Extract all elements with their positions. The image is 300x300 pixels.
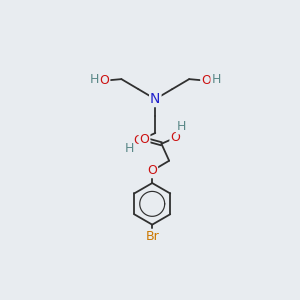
Text: H: H — [212, 73, 221, 85]
Text: N: N — [150, 92, 160, 106]
Text: O: O — [147, 164, 157, 177]
Text: H: H — [177, 120, 186, 134]
Text: O: O — [170, 131, 180, 144]
Text: O: O — [134, 134, 143, 147]
Text: H: H — [124, 142, 134, 155]
Text: O: O — [201, 74, 211, 87]
Text: H: H — [90, 73, 99, 85]
Text: Br: Br — [145, 230, 159, 243]
Text: O: O — [140, 133, 149, 146]
Text: O: O — [100, 74, 110, 87]
